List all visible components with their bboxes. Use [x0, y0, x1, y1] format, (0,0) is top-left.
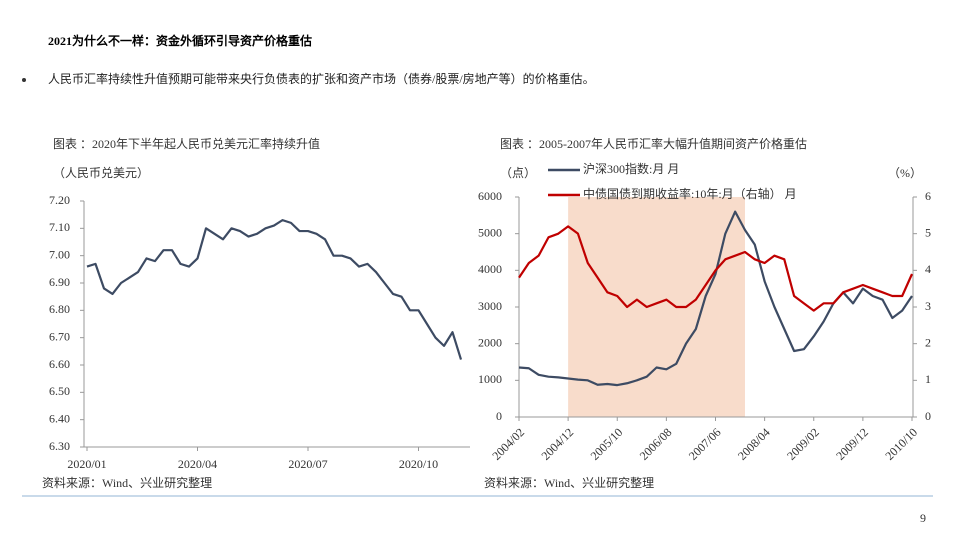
x-tick-label: 2009/02	[784, 425, 822, 463]
x-tick-label: 2005/10	[588, 425, 626, 463]
y-tick-label: 7.00	[49, 247, 70, 261]
chart-title: 图表 ：2005-2007年人民币汇率大幅升值期间资产价格重估	[500, 136, 807, 151]
source-note: 资料来源：Wind、兴业研究整理	[484, 475, 654, 490]
y-tick-label: 6.30	[49, 439, 70, 453]
y-tick-label: 6.50	[49, 384, 70, 398]
y-tick-label: 5000	[478, 225, 502, 239]
y-tick-label: 6000	[478, 189, 502, 203]
slide-title: 2021为什么不一样：资金外循环引导资产价格重估	[48, 33, 312, 48]
y-tick-label: 3000	[478, 299, 502, 313]
series-line	[518, 210, 913, 387]
x-tick-label: 2020/04	[178, 457, 217, 471]
y-tick-label: 4000	[478, 262, 502, 276]
y2-tick-label: 3	[925, 299, 931, 313]
y-tick-label: 0	[496, 409, 502, 423]
x-tick-label: 2020/07	[288, 457, 327, 471]
chart-title: 图表 ：2020年下半年起人民币兑美元汇率持续升值	[53, 136, 320, 151]
y-axis-label: （点）	[500, 166, 536, 180]
y2-tick-label: 5	[925, 225, 931, 239]
y-tick-label: 6.60	[49, 357, 70, 371]
y-axis-label: （人民币兑美元）	[53, 166, 149, 180]
y-tick-label: 2000	[478, 335, 502, 349]
y2-tick-label: 4	[925, 262, 931, 276]
y-tick-label: 6.80	[49, 302, 70, 316]
x-tick-label: 2010/10	[882, 425, 920, 463]
x-tick-label: 2004/12	[538, 425, 576, 463]
x-tick-label: 2006/08	[637, 425, 675, 463]
y2-tick-label: 1	[925, 372, 931, 386]
series-line	[518, 225, 914, 312]
legend-label: 沪深300指数:月 月	[583, 161, 679, 176]
source-note: 资料来源：Wind、兴业研究整理	[42, 475, 212, 490]
x-tick-label: 2008/04	[735, 425, 773, 463]
x-tick-label: 2020/10	[399, 457, 438, 471]
highlight-band	[568, 197, 745, 417]
y-tick-label: 6.70	[49, 329, 70, 343]
y2-tick-label: 0	[925, 409, 931, 423]
x-tick-label: 2020/01	[67, 457, 106, 471]
y2-tick-label: 6	[925, 189, 931, 203]
series-line	[86, 219, 463, 360]
y-tick-label: 7.20	[49, 193, 70, 207]
y2-axis-label: （%）	[888, 166, 922, 180]
x-tick-label: 2004/02	[489, 425, 527, 463]
y-tick-label: 6.90	[49, 275, 70, 289]
y-tick-label: 6.40	[49, 411, 70, 425]
bullet-text: 人民币汇率持续性升值预期可能带来央行负债表的扩张和资产市场（债券/股票/房地产等…	[48, 71, 595, 86]
bullet-dot	[22, 78, 26, 82]
page-number: 9	[920, 511, 926, 525]
y-tick-label: 1000	[478, 372, 502, 386]
y-tick-label: 7.10	[49, 220, 70, 234]
x-tick-label: 2009/12	[833, 425, 871, 463]
y2-tick-label: 2	[925, 335, 931, 349]
legend-label: 中债国债到期收益率:10年:月（右轴） 月	[583, 186, 797, 201]
x-tick-label: 2007/06	[686, 425, 724, 463]
